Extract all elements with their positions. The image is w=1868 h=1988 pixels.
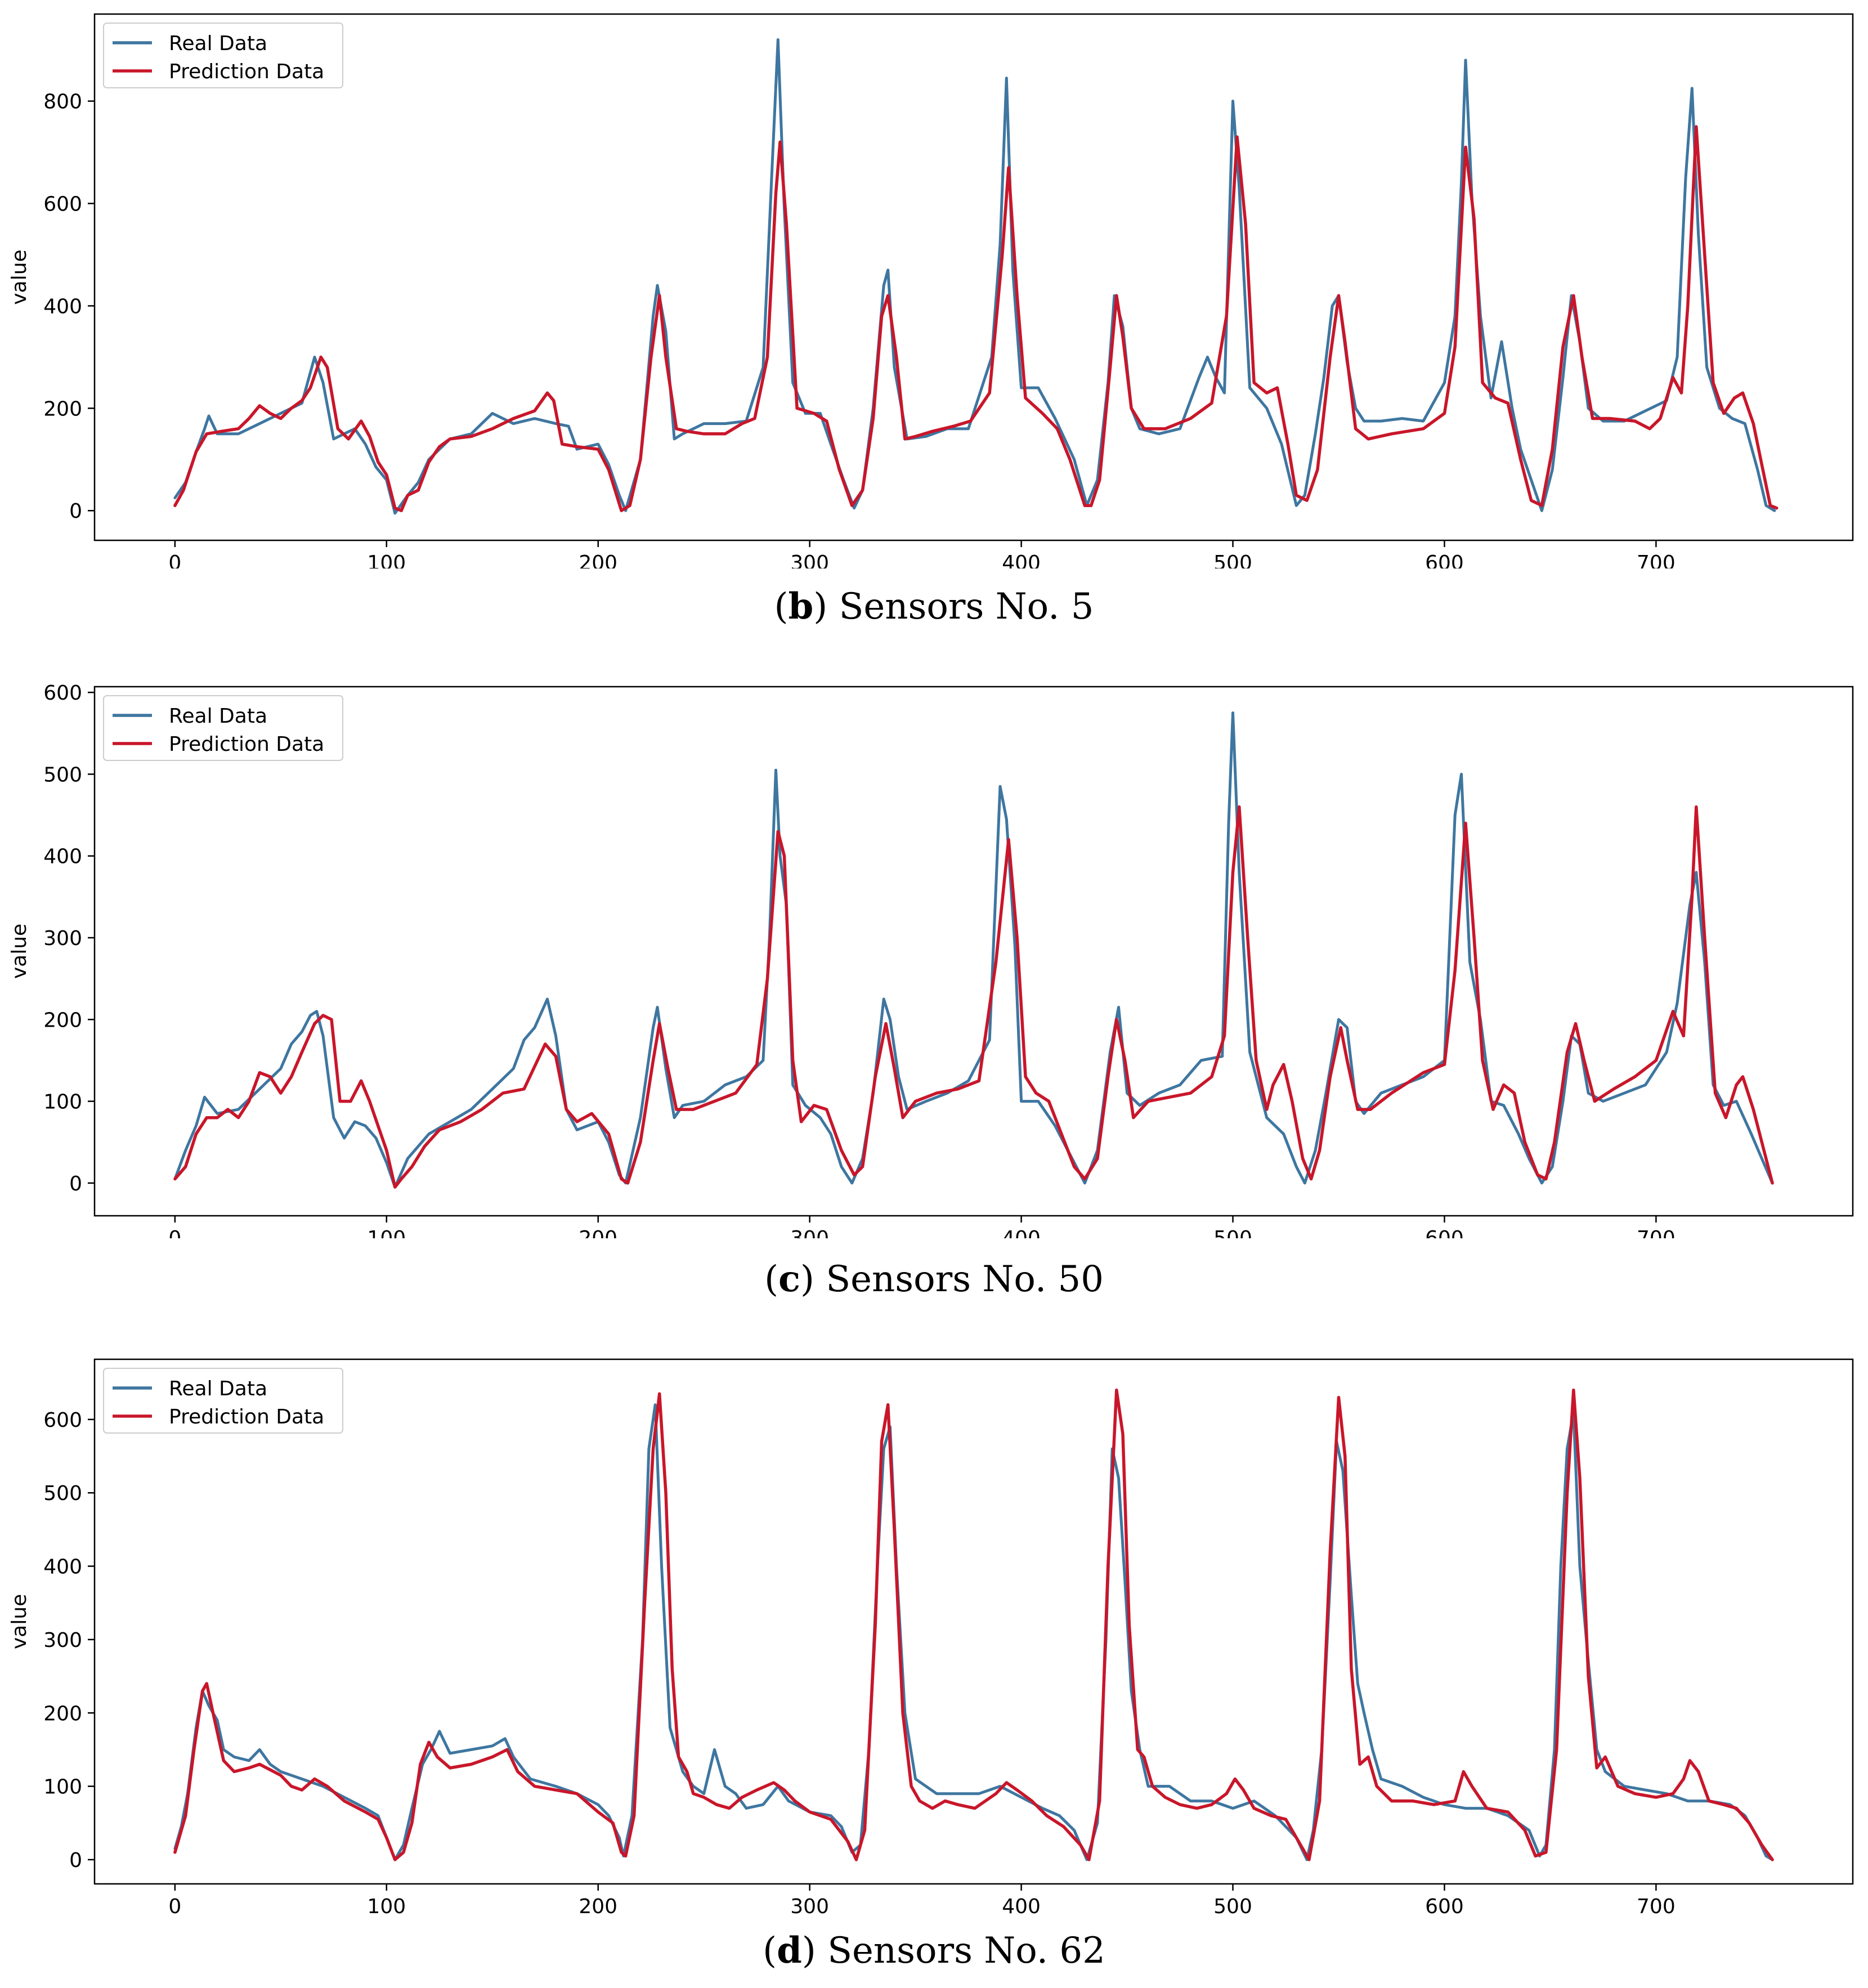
chart-d-xtick-label: 0 (168, 1895, 181, 1914)
chart-d-xtick-label: 600 (1425, 1895, 1464, 1914)
chart-c-xtick-label: 400 (1002, 1227, 1041, 1238)
caption-d: (d) Sensors No. 62 (763, 1929, 1105, 1972)
chart-b-legend-label: Real Data (169, 32, 267, 55)
caption-c: (c) Sensors No. 50 (764, 1258, 1104, 1300)
chart-b-frame (93, 13, 1854, 541)
chart-d-series-real (173, 1403, 1774, 1861)
chart-b-ytick-label: 800 (43, 91, 82, 114)
chart-b-legend-box (103, 23, 343, 88)
chart-c-ytick-label: 200 (43, 1009, 82, 1032)
chart-b-ytick-label: 400 (43, 295, 82, 318)
chart-b-xtick-label: 200 (579, 552, 617, 568)
chart-d: 0 100 200 300 400 500 600 700 0 100 200 300 400 500 60… (8, 1358, 1854, 1914)
chart-b-xtick-label: 300 (790, 552, 829, 568)
chart-d-ytick-label: 0 (69, 1849, 82, 1872)
chart-c-legend-label: Real Data (169, 705, 267, 728)
chart-c-ylabel: value (8, 924, 31, 979)
chart-b-xtick-label: 0 (168, 552, 181, 568)
chart-b-ytick-label: 600 (43, 193, 82, 216)
chart-c-legend: Real Data Prediction Data (103, 695, 343, 761)
chart-d-xtick-label: 100 (367, 1895, 406, 1914)
chart-panel-b: 0 100 200 300 400 500 600 700 0 200 400 600 800 value… (0, 0, 1868, 568)
chart-d-ytick-label: 400 (43, 1556, 82, 1579)
chart-d-ytick-label: 600 (43, 1409, 82, 1432)
chart-d-legend-box (103, 1368, 343, 1434)
chart-c-legend-label: Prediction Data (169, 733, 324, 756)
chart-c-xtick-label: 100 (367, 1227, 406, 1238)
chart-c-ytick-label: 400 (43, 845, 82, 868)
caption-d-text: Sensors No. 62 (827, 1930, 1105, 1972)
chart-d-xtick-label: 700 (1637, 1895, 1676, 1914)
chart-d-ylabel: value (8, 1594, 31, 1649)
caption-c-label: c (778, 1258, 800, 1300)
chart-b-plot-area (173, 38, 1779, 515)
chart-b-series-real (173, 38, 1776, 515)
chart-c-xtick-label: 500 (1213, 1227, 1252, 1238)
chart-d-ytick-label: 200 (43, 1702, 82, 1725)
chart-b-xtick-label: 400 (1002, 552, 1041, 568)
chart-b-ylabel: value (8, 249, 31, 305)
chart-d-legend-label: Prediction Data (169, 1405, 324, 1429)
chart-d-ytick-label: 100 (43, 1776, 82, 1799)
chart-c-xtick-label: 700 (1637, 1227, 1676, 1238)
chart-d-frame (93, 1358, 1854, 1885)
chart-c-ytick-label: 600 (43, 682, 82, 705)
chart-d-xtick-label: 500 (1213, 1895, 1252, 1914)
chart-c-series-prediction (173, 805, 1774, 1189)
chart-c-frame (93, 686, 1854, 1217)
chart-d-xtick-label: 200 (579, 1895, 617, 1914)
chart-c-xtick-label: 600 (1425, 1227, 1464, 1238)
chart-c-ytick-label: 100 (43, 1091, 82, 1114)
chart-d-xtick-label: 400 (1002, 1895, 1041, 1914)
chart-b-xtick-label: 100 (367, 552, 406, 568)
chart-c-legend-box (103, 695, 343, 761)
chart-d-series-prediction (173, 1388, 1774, 1861)
chart-panel-d: 0 100 200 300 400 500 600 700 0 100 200 300 400 500 60… (0, 1340, 1868, 1914)
caption-b: (b) Sensors No. 5 (774, 585, 1094, 628)
caption-b-text: Sensors No. 5 (839, 586, 1094, 628)
chart-b-ytick-label: 0 (69, 500, 82, 523)
chart-b-ytick-label: 200 (43, 397, 82, 420)
chart-d-xtick-label: 300 (790, 1895, 829, 1914)
caption-c-text: Sensors No. 50 (826, 1259, 1104, 1300)
chart-panel-c: 0 100 200 300 400 500 600 700 0 100 200 300 400 500 60… (0, 670, 1868, 1238)
chart-c-series-real (173, 711, 1774, 1189)
chart-c-ytick-label: 300 (43, 927, 82, 950)
chart-c-plot-area (173, 711, 1774, 1189)
caption-b-label: b (788, 585, 814, 628)
chart-b-legend: Real Data Prediction Data (103, 23, 343, 88)
chart-c-xtick-label: 0 (168, 1227, 181, 1238)
chart-c-ytick-label: 500 (43, 763, 82, 786)
chart-c-xtick-label: 300 (790, 1227, 829, 1238)
chart-b-xtick-label: 700 (1637, 552, 1676, 568)
chart-b-series-prediction (173, 125, 1779, 512)
chart-b-xtick-label: 600 (1425, 552, 1464, 568)
chart-d-ytick-label: 500 (43, 1482, 82, 1505)
chart-d-legend: Real Data Prediction Data (103, 1368, 343, 1434)
chart-b: 0 100 200 300 400 500 600 700 0 200 400 600 800 value… (8, 13, 1854, 568)
chart-d-plot-area (173, 1388, 1774, 1861)
chart-c-ytick-label: 0 (69, 1172, 82, 1196)
chart-b-legend-label: Prediction Data (169, 60, 324, 83)
chart-c-xtick-label: 200 (579, 1227, 617, 1238)
chart-b-xtick-label: 500 (1213, 552, 1252, 568)
chart-d-legend-label: Real Data (169, 1377, 267, 1400)
chart-c: 0 100 200 300 400 500 600 700 0 100 200 300 400 500 60… (8, 682, 1854, 1238)
caption-d-label: d (777, 1929, 802, 1972)
chart-d-ytick-label: 300 (43, 1629, 82, 1652)
